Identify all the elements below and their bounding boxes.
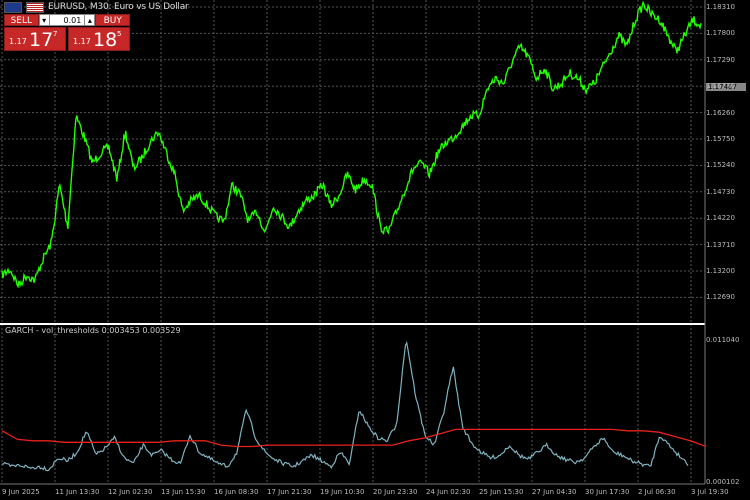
- time-axis-label: 3 Jul 19:30: [691, 488, 729, 496]
- sell-quote[interactable]: 1.17 17 7: [4, 27, 66, 51]
- price-axis-label: 1.13200: [706, 267, 735, 275]
- buy-price-main: 18: [93, 29, 118, 51]
- volume-increase-button[interactable]: ▴: [84, 14, 96, 26]
- buy-button[interactable]: BUY: [95, 14, 130, 26]
- time-axis-label: 13 Jun 15:30: [161, 488, 206, 496]
- price-axis-label: 1.15240: [706, 161, 735, 170]
- buy-price-point: 5: [117, 30, 122, 38]
- volume-input[interactable]: 0.01: [49, 14, 85, 26]
- price-axis-label: 1.18310: [706, 3, 735, 11]
- price-axis-label: 1.16770: [706, 82, 735, 91]
- price-axis-label: 1.15750: [706, 135, 735, 143]
- indicator-axis-label: 0.011040: [706, 336, 740, 344]
- price-axis-label: 1.14730: [706, 187, 735, 196]
- threshold-series-line: [1, 428, 707, 448]
- time-axis-label: 25 Jun 15:30: [479, 488, 524, 496]
- sell-price-main: 17: [29, 29, 54, 51]
- volume-decrease-button[interactable]: ▾: [38, 14, 50, 26]
- price-axis-label: 1.12690: [706, 293, 735, 302]
- buy-price-prefix: 1.17: [73, 37, 91, 46]
- one-click-trading-panel: SELL ▾ 0.01 ▴ BUY 1.17 17 7 1.17 18 5: [4, 14, 130, 52]
- time-axis-label: 27 Jun 04:30: [532, 488, 577, 496]
- sell-price-prefix: 1.17: [9, 37, 27, 46]
- price-axis-label: 1.17290: [706, 55, 735, 64]
- time-axis-label: 11 Jun 13:30: [55, 488, 100, 496]
- price-axis-label: 1.14220: [706, 214, 735, 223]
- sell-button[interactable]: SELL: [4, 14, 39, 26]
- price-series-line: [1, 0, 702, 289]
- time-axis-label: 20 Jun 23:30: [373, 488, 418, 496]
- time-axis-label: 12 Jun 02:30: [108, 488, 153, 496]
- time-axis-label: 9 Jun 2025: [2, 488, 40, 496]
- price-axis-label: 1.17800: [706, 29, 735, 38]
- symbol-title: EURUSD, M30: Euro vs US Dollar: [48, 2, 189, 12]
- indicator-label: GARCH - vol_thresholds 0.003453 0.003529: [5, 326, 181, 335]
- current-price-tag: 1.17407: [706, 83, 746, 91]
- time-axis-label: 30 Jun 17:30: [585, 488, 630, 496]
- us-flag-icon: [26, 1, 44, 13]
- time-axis-label: 16 Jun 08:30: [214, 488, 259, 496]
- indicator-axis-label: 0.000102: [706, 478, 740, 486]
- time-axis-label: 24 Jun 02:30: [426, 488, 471, 496]
- chart-header: EURUSD, M30: Euro vs US Dollar: [4, 0, 189, 14]
- time-axis-label: 2 Jul 06:30: [638, 488, 676, 496]
- time-axis-label: 17 Jun 21:30: [267, 488, 312, 496]
- volatility-series-line: [1, 340, 689, 472]
- eu-flag-icon: [4, 1, 22, 13]
- buy-quote[interactable]: 1.17 18 5: [68, 27, 130, 51]
- price-axis-label: 1.16260: [706, 108, 735, 117]
- time-axis-label: 19 Jun 10:30: [320, 488, 365, 496]
- sell-price-point: 7: [53, 30, 58, 38]
- price-axis-label: 1.13710: [706, 240, 735, 249]
